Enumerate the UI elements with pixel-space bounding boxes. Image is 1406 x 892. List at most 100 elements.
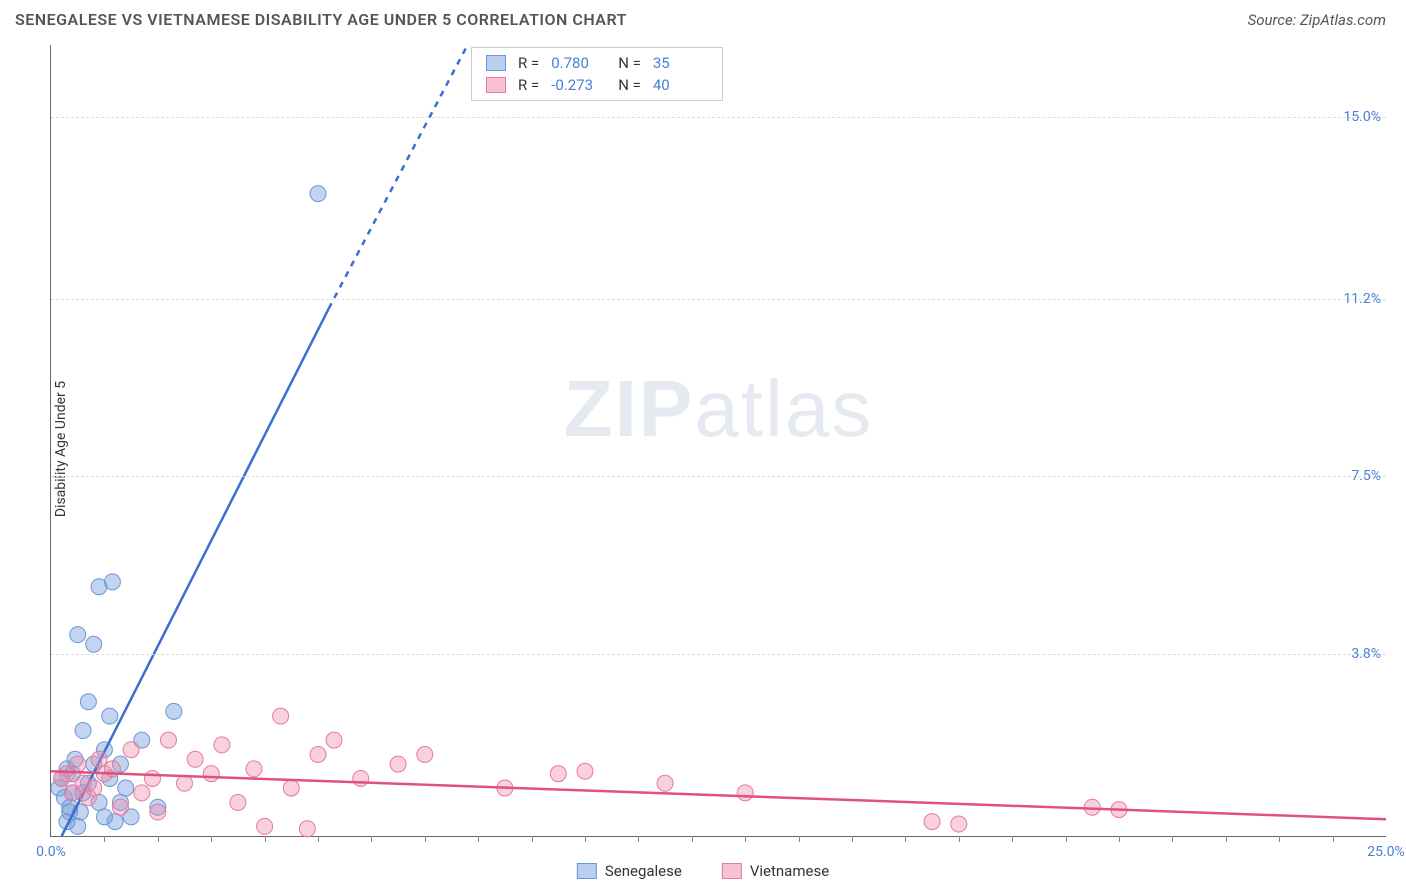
legend-label: Senegalese xyxy=(605,862,682,880)
x-tick xyxy=(211,836,212,842)
x-tick xyxy=(532,836,533,842)
x-tick xyxy=(1279,836,1280,842)
scatter-point xyxy=(353,770,369,786)
y-tick-label: 3.8% xyxy=(1351,646,1381,662)
chart-plot-area: Disability Age Under 5 ZIPatlas R =0.780… xyxy=(50,45,1386,837)
scatter-point xyxy=(123,742,139,758)
scatter-point xyxy=(657,775,673,791)
stats-row: R = 0.780 N = 35 xyxy=(486,52,708,74)
scatter-point xyxy=(91,751,107,767)
scatter-point xyxy=(283,780,299,796)
scatter-point xyxy=(230,794,246,810)
stats-r-value: -0.273 xyxy=(551,76,606,94)
x-tick xyxy=(478,836,479,842)
scatter-point xyxy=(257,818,273,834)
x-tick xyxy=(318,836,319,842)
x-tick xyxy=(104,836,105,842)
scatter-point xyxy=(104,574,120,590)
scatter-point xyxy=(273,708,289,724)
chart-source: Source: ZipAtlas.com xyxy=(1248,11,1386,29)
x-tick xyxy=(1119,836,1120,842)
scatter-point xyxy=(96,809,112,825)
stats-r-value: 0.780 xyxy=(551,54,606,72)
scatter-point xyxy=(187,751,203,767)
stats-swatch xyxy=(486,77,506,93)
correlation-stats-box: R = 0.780 N = 35 R = -0.273 N = 40 xyxy=(471,47,723,101)
x-tick xyxy=(265,836,266,842)
x-tick xyxy=(852,836,853,842)
chart-header: SENEGALESE VS VIETNAMESE DISABILITY AGE … xyxy=(0,0,1406,34)
y-tick-label: 7.5% xyxy=(1351,468,1381,484)
x-tick xyxy=(1333,836,1334,842)
legend-label: Vietnamese xyxy=(750,862,829,880)
y-tick-label: 11.2% xyxy=(1343,291,1381,307)
legend-swatch xyxy=(722,863,742,879)
x-tick xyxy=(959,836,960,842)
x-tick xyxy=(638,836,639,842)
scatter-point xyxy=(134,785,150,801)
scatter-point xyxy=(177,775,193,791)
trend-line-dashed xyxy=(329,45,468,309)
gridline xyxy=(51,654,1386,655)
x-tick xyxy=(425,836,426,842)
x-tick xyxy=(692,836,693,842)
y-tick-label: 15.0% xyxy=(1343,109,1381,125)
scatter-point xyxy=(577,763,593,779)
legend-item: Senegalese xyxy=(577,862,682,880)
scatter-point xyxy=(86,636,102,652)
scatter-point xyxy=(144,770,160,786)
scatter-point xyxy=(70,756,86,772)
x-tick xyxy=(1066,836,1067,842)
scatter-point xyxy=(166,703,182,719)
x-tick xyxy=(1226,836,1227,842)
x-tick xyxy=(799,836,800,842)
scatter-point xyxy=(550,766,566,782)
trend-line xyxy=(51,771,1386,819)
scatter-point xyxy=(112,799,128,815)
legend-swatch xyxy=(577,863,597,879)
gridline xyxy=(51,299,1386,300)
scatter-point xyxy=(326,732,342,748)
scatter-point xyxy=(417,747,433,763)
scatter-plot-svg xyxy=(51,45,1386,836)
scatter-point xyxy=(214,737,230,753)
scatter-point xyxy=(80,694,96,710)
x-tick xyxy=(1012,836,1013,842)
x-tick xyxy=(745,836,746,842)
scatter-point xyxy=(203,766,219,782)
scatter-point xyxy=(924,814,940,830)
scatter-point xyxy=(951,816,967,832)
stats-r-label: R = xyxy=(518,54,539,72)
x-tick-label: 25.0% xyxy=(1367,844,1405,860)
x-tick xyxy=(585,836,586,842)
stats-swatch xyxy=(486,55,506,71)
scatter-point xyxy=(86,780,102,796)
chart-title: SENEGALESE VS VIETNAMESE DISABILITY AGE … xyxy=(15,10,627,29)
scatter-point xyxy=(246,761,262,777)
scatter-point xyxy=(310,747,326,763)
stats-n-label: N = xyxy=(618,76,641,94)
stats-r-label: R = xyxy=(518,76,539,94)
legend-item: Vietnamese xyxy=(722,862,829,880)
scatter-point xyxy=(70,627,86,643)
stats-n-value: 40 xyxy=(653,76,708,94)
scatter-point xyxy=(75,723,91,739)
x-tick xyxy=(371,836,372,842)
stats-n-value: 35 xyxy=(653,54,708,72)
stats-n-label: N = xyxy=(618,54,641,72)
scatter-point xyxy=(160,732,176,748)
x-tick-label: 0.0% xyxy=(36,844,66,860)
x-tick xyxy=(158,836,159,842)
scatter-point xyxy=(390,756,406,772)
scatter-point xyxy=(118,780,134,796)
x-tick xyxy=(905,836,906,842)
scatter-point xyxy=(102,708,118,724)
chart-legend: Senegalese Vietnamese xyxy=(577,862,829,880)
scatter-point xyxy=(310,186,326,202)
gridline xyxy=(51,117,1386,118)
x-tick xyxy=(1172,836,1173,842)
stats-row: R = -0.273 N = 40 xyxy=(486,74,708,96)
gridline xyxy=(51,476,1386,477)
scatter-point xyxy=(737,785,753,801)
scatter-point xyxy=(150,804,166,820)
